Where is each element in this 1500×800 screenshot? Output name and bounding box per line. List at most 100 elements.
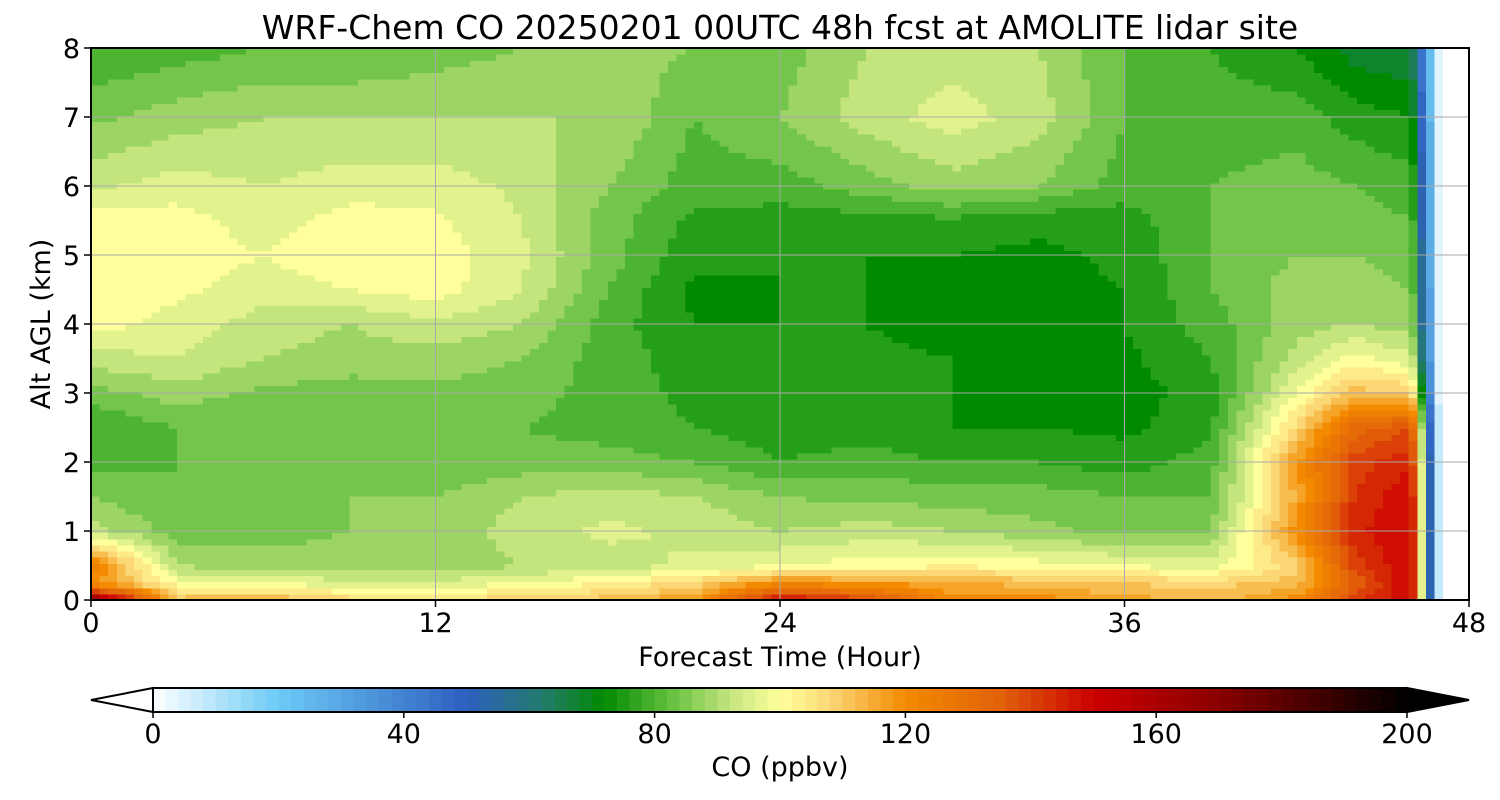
- contour-cell: [280, 526, 290, 534]
- contour-cell: [1150, 587, 1160, 595]
- contour-cell: [237, 452, 247, 460]
- contour-cell: [504, 428, 514, 435]
- contour-cell: [340, 563, 350, 570]
- contour-cell: [392, 495, 402, 503]
- contour-cell: [151, 581, 161, 589]
- contour-cell: [607, 520, 617, 527]
- contour-cell: [469, 520, 480, 527]
- contour-cell: [1210, 422, 1220, 429]
- contour-cell: [375, 514, 385, 521]
- contour-cell: [1124, 489, 1134, 497]
- contour-cell: [1365, 520, 1375, 527]
- contour-cell: [676, 575, 686, 583]
- contour-cell: [444, 501, 454, 509]
- contour-cell: [263, 452, 273, 460]
- contour-cell: [194, 422, 204, 429]
- contour-cell: [1262, 471, 1272, 478]
- contour-cell: [607, 409, 617, 417]
- contour-cell: [926, 440, 936, 448]
- contour-cell: [986, 483, 996, 491]
- contour-cell: [1219, 587, 1229, 595]
- contour-cell: [1408, 526, 1418, 534]
- contour-cell: [332, 501, 342, 509]
- contour-cell: [435, 501, 445, 509]
- contour-cell: [1434, 416, 1444, 423]
- contour-cell: [1107, 575, 1117, 583]
- contour-cell: [1012, 569, 1022, 577]
- contour-cell: [159, 409, 170, 417]
- contour-cell: [91, 471, 101, 478]
- contour-cell: [831, 465, 841, 472]
- contour-cell: [745, 495, 755, 503]
- contour-cell: [1150, 465, 1160, 472]
- contour-cell: [728, 550, 738, 558]
- contour-cell: [332, 409, 342, 417]
- contour-cell: [1150, 593, 1160, 600]
- contour-cell: [1158, 416, 1169, 423]
- contour-cell: [323, 550, 333, 558]
- contour-cell: [469, 477, 480, 485]
- contour-cell: [1227, 544, 1238, 552]
- contour-cell: [969, 526, 979, 534]
- contour-cell: [1210, 465, 1220, 472]
- contour-cell: [1184, 569, 1194, 577]
- contour-cell: [1374, 446, 1384, 454]
- contour-cell: [1425, 557, 1436, 564]
- contour-cell: [1408, 557, 1418, 564]
- contour-cell: [986, 422, 996, 429]
- contour-cell: [435, 575, 445, 583]
- contour-cell: [685, 508, 695, 515]
- contour-cell: [978, 428, 988, 435]
- contour-cell: [246, 409, 256, 417]
- contour-cell: [1425, 550, 1436, 558]
- contour-cell: [1098, 544, 1108, 552]
- contour-cell: [125, 550, 135, 558]
- contour-cell: [340, 403, 350, 411]
- contour-cell: [1245, 514, 1255, 521]
- contour-cell: [469, 575, 480, 583]
- contour-cell: [495, 557, 505, 564]
- contour-cell: [616, 501, 626, 509]
- contour-cell: [969, 477, 979, 485]
- contour-cell: [573, 593, 583, 600]
- contour-cell: [642, 409, 652, 417]
- contour-cell: [1046, 508, 1057, 515]
- contour-cell: [909, 563, 919, 570]
- contour-cell: [719, 465, 729, 472]
- contour-cell: [357, 465, 368, 472]
- contour-cell: [1382, 501, 1393, 509]
- contour-cell: [1374, 452, 1384, 460]
- contour-cell: [771, 495, 781, 503]
- contour-cell: [1253, 563, 1263, 570]
- contour-cell: [1176, 593, 1186, 600]
- contour-cell: [1202, 440, 1212, 448]
- contour-cell: [332, 495, 342, 503]
- contour-cell: [1098, 471, 1108, 478]
- contour-cell: [271, 538, 282, 546]
- contour-cell: [831, 508, 841, 515]
- contour-cell: [495, 422, 505, 429]
- contour-cell: [409, 501, 419, 509]
- contour-cell: [1098, 557, 1108, 564]
- contour-cell: [788, 575, 798, 583]
- contour-cell: [969, 508, 979, 515]
- contour-cell: [220, 569, 230, 577]
- contour-cell: [1055, 587, 1065, 595]
- contour-cell: [1210, 593, 1220, 600]
- contour-cell: [719, 489, 729, 497]
- contour-cell: [1158, 452, 1169, 460]
- contour-cell: [1210, 587, 1220, 595]
- contour-cell: [1245, 471, 1255, 478]
- contour-cell: [633, 477, 643, 485]
- contour-cell: [1029, 563, 1039, 570]
- contour-cell: [228, 416, 239, 423]
- contour-cell: [1305, 465, 1315, 472]
- contour-cell: [805, 501, 816, 509]
- contour-cell: [978, 440, 988, 448]
- contour-cell: [693, 575, 704, 583]
- contour-cell: [1081, 526, 1091, 534]
- contour-cell: [323, 403, 333, 411]
- contour-cell: [1279, 514, 1289, 521]
- contour-cell: [590, 544, 600, 552]
- contour-cell: [960, 471, 971, 478]
